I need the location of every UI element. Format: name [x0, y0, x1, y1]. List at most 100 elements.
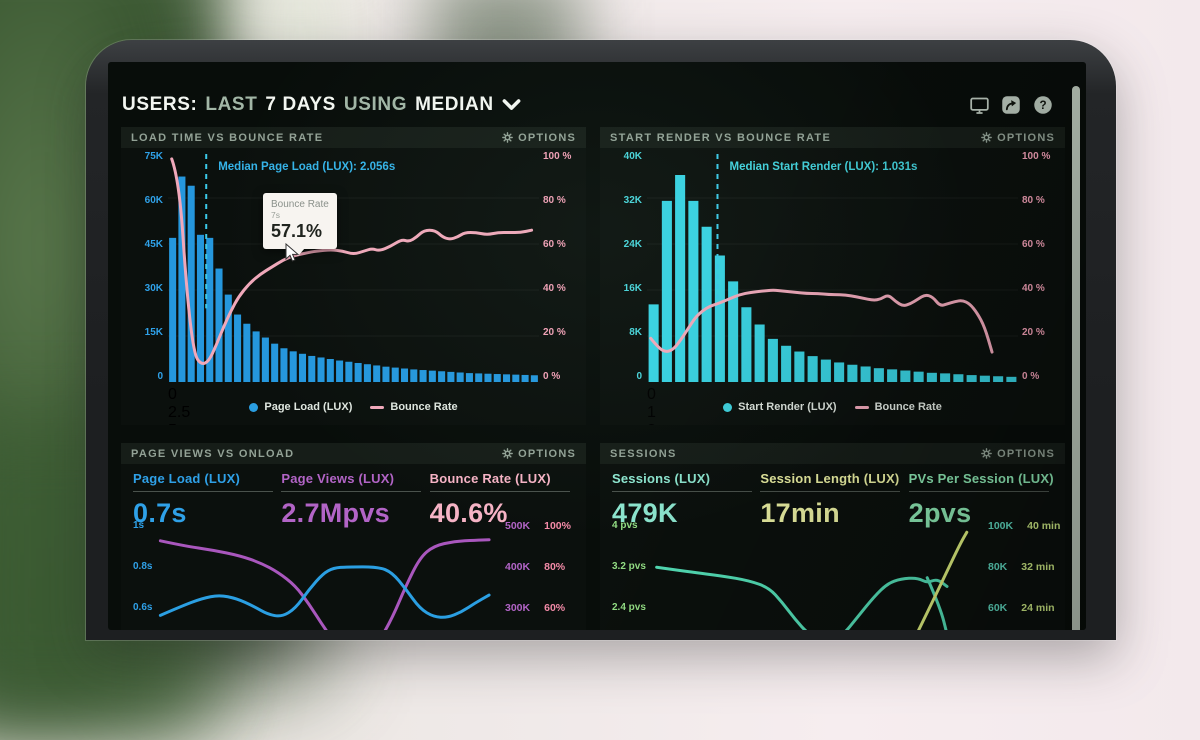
dashboard-screen: USERS: LAST 7 DAYS USING MEDIAN — [108, 62, 1086, 630]
legend-label: Page Load (LUX) — [264, 401, 353, 413]
options-button[interactable]: OPTIONS — [981, 448, 1055, 460]
chart-legend: Start Render (LUX) Bounce Rate — [600, 401, 1065, 413]
mouse-cursor — [285, 243, 299, 262]
help-icon[interactable]: ? — [1032, 94, 1054, 116]
axis-tick-label: 40 % — [1022, 283, 1045, 294]
chart-load-time — [168, 152, 539, 382]
metric-underline — [908, 491, 1049, 492]
axis-tick-label: 3.2 pvs — [612, 561, 646, 572]
metric: Sessions (LUX) 479K — [612, 471, 760, 529]
panel-header: SESSIONS OPTIONS — [600, 443, 1065, 464]
metric-label: PVs Per Session (LUX) — [908, 471, 1054, 486]
panel-title: SESSIONS — [610, 447, 677, 460]
legend-label: Start Render (LUX) — [738, 401, 837, 413]
axis-tick-pair: 100K 40 min — [988, 520, 1061, 532]
axis-tick-label: 20 % — [543, 327, 566, 338]
axis-tick-label: 4 pvs — [612, 520, 638, 531]
axis-tick-label: 60K — [144, 195, 163, 206]
x-tick-label: 0 — [647, 386, 656, 403]
axis-tick-label: 2.4 pvs — [612, 602, 646, 613]
axis-tick-label: 15K — [144, 327, 163, 338]
metric-value: 479K — [612, 498, 678, 528]
panel-load-time-vs-bounce-rate: LOAD TIME VS BOUNCE RATE OPTIONS 75K 60K 4… — [121, 127, 586, 425]
metric-value: 40.6% — [429, 498, 508, 528]
x-axis-ticks: 02.557.51012.51517.5 — [168, 386, 539, 425]
chart-tooltip: Bounce Rate 7s 57.1% — [263, 193, 337, 256]
axis-tick-pair: 400K 80% — [505, 561, 571, 573]
axis-tick-label: 0 % — [1022, 371, 1040, 382]
axis-tick-label: 500K — [505, 520, 531, 532]
options-label: OPTIONS — [997, 131, 1055, 144]
options-button[interactable]: OPTIONS — [981, 132, 1055, 144]
x-tick-label: 0 — [168, 386, 177, 403]
metric-underline — [612, 491, 752, 492]
y-axis-left: 75K 60K 45K 30K 15K 0 — [121, 152, 163, 382]
x-tick-label: 1 — [647, 404, 656, 421]
axis-tick-label: 80 % — [543, 195, 566, 206]
legend-dot-marker — [723, 402, 733, 412]
axis-tick-label: 40K — [623, 151, 642, 162]
options-button[interactable]: OPTIONS — [502, 132, 576, 144]
panel-header: PAGE VIEWS VS ONLOAD OPTIONS — [121, 443, 586, 464]
metric-label: Bounce Rate (LUX) — [429, 471, 551, 486]
axis-tick-label: 60 % — [543, 239, 566, 250]
y-axis-right: 100K 40 min 80K 32 min 60K 24 min — [988, 520, 1061, 614]
axis-tick-label: 75K — [144, 151, 163, 162]
panel-title: START RENDER VS BOUNCE RATE — [610, 131, 832, 144]
gear-icon — [502, 132, 513, 143]
axis-tick-label: 60% — [544, 602, 566, 614]
legend-item: Bounce Rate — [370, 401, 458, 413]
legend-item: Start Render (LUX) — [723, 401, 837, 413]
users-range-dropdown[interactable]: USERS: LAST 7 DAYS USING MEDIAN — [122, 94, 521, 116]
axis-tick-label: 16K — [623, 283, 642, 294]
axis-tick-label: 40 min — [1027, 520, 1061, 532]
panel-header: START RENDER VS BOUNCE RATE OPTIONS — [600, 127, 1065, 148]
axis-tick-label: 0 — [636, 371, 642, 382]
axis-tick-label: 400K — [505, 561, 531, 573]
axis-tick-label: 40 % — [543, 283, 566, 294]
axis-tick-label: 100% — [544, 520, 571, 532]
y-axis-right: 100 % 80 % 60 % 40 % 20 % 0 % — [1022, 152, 1062, 382]
axis-tick-label: 100 % — [1022, 151, 1051, 162]
svg-text:?: ? — [1039, 99, 1046, 112]
metric-value: 17min — [760, 498, 840, 528]
title-using: USING — [343, 94, 408, 115]
chart-canvas — [158, 538, 491, 630]
axis-tick-label: 30K — [144, 283, 163, 294]
median-annotation: Median Start Render (LUX): 1.031s — [729, 161, 918, 173]
axis-tick-label: 45K — [144, 239, 163, 250]
gear-icon — [981, 448, 992, 459]
axis-tick-label: 0 — [157, 371, 163, 382]
options-button[interactable]: OPTIONS — [502, 448, 576, 460]
metric-underline — [281, 491, 422, 492]
axis-tick-pair: 80K 32 min — [988, 561, 1060, 573]
metric-value: 2pvs — [908, 498, 972, 528]
display-icon[interactable] — [968, 94, 990, 116]
axis-tick-label: 20 % — [1022, 327, 1045, 338]
legend-label: Bounce Rate — [874, 401, 942, 413]
metric-underline — [429, 491, 570, 492]
axis-tick-label: 24 min — [1021, 602, 1055, 614]
options-label: OPTIONS — [518, 131, 576, 144]
axis-tick-label: 300K — [505, 602, 531, 614]
axis-tick-pair: 300K 60% — [505, 602, 571, 614]
axis-tick-label: 80K — [988, 561, 1008, 573]
y-axis-right: 100 % 80 % 60 % 40 % 20 % 0 % — [543, 152, 583, 382]
chart-canvas — [647, 154, 1018, 382]
metric-label: Page Views (LUX) — [281, 471, 395, 486]
tooltip-x-value: 7s — [271, 210, 280, 220]
axis-tick-label: 80% — [544, 561, 566, 573]
legend-line-marker — [854, 405, 869, 409]
y-axis-left: 1s 0.8s 0.6s — [133, 521, 152, 613]
legend-item: Page Load (LUX) — [249, 401, 352, 413]
axis-tick-label: 1s — [133, 520, 145, 531]
legend-dot-marker — [249, 402, 259, 412]
x-tick-label: 2 — [647, 422, 1018, 425]
y-axis-right: 500K 100% 400K 80% 300K 60% — [505, 520, 571, 614]
metric-row: Page Load (LUX) 0.7s Page Views (LUX) 2.7Mp… — [133, 471, 578, 529]
share-icon[interactable] — [1000, 94, 1022, 116]
panel-title: PAGE VIEWS VS ONLOAD — [131, 447, 295, 460]
chart-legend: Page Load (LUX) Bounce Rate — [121, 401, 586, 413]
scrollbar[interactable] — [1072, 86, 1080, 630]
panel-page-views-vs-onload: PAGE VIEWS VS ONLOAD OPTIONS Page Load (… — [121, 443, 586, 630]
